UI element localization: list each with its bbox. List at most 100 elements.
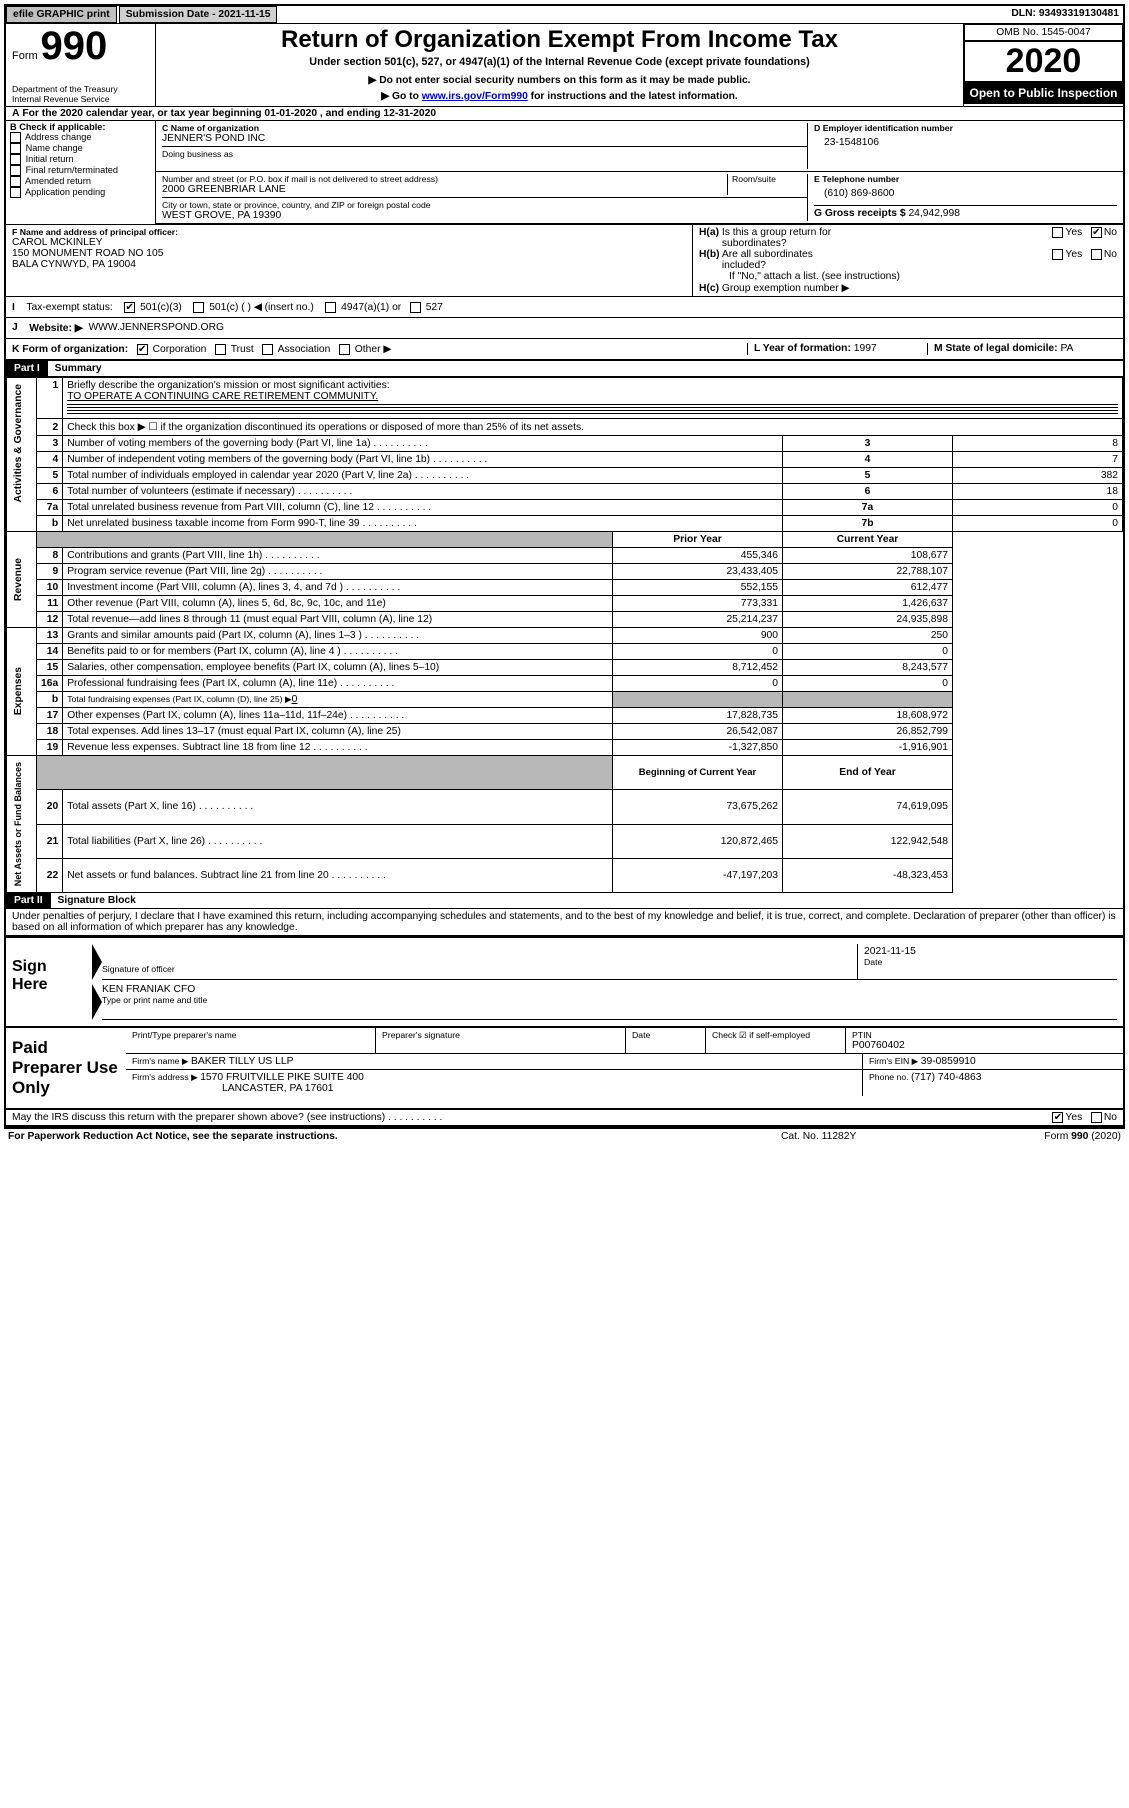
dept1: Department of the Treasury bbox=[12, 84, 149, 94]
discuss-yes[interactable]: ✔ bbox=[1052, 1112, 1063, 1123]
form-container: efile GRAPHIC print Submission Date - 20… bbox=[4, 4, 1125, 1129]
chk-corp[interactable]: ✔ bbox=[137, 344, 148, 355]
header-note2: ▶ Go to www.irs.gov/Form990 for instruct… bbox=[162, 90, 957, 102]
city: WEST GROVE, PA 19390 bbox=[162, 210, 807, 221]
footer-left: For Paperwork Reduction Act Notice, see … bbox=[8, 1131, 781, 1142]
footer: For Paperwork Reduction Act Notice, see … bbox=[4, 1129, 1125, 1144]
side-rev: Revenue bbox=[11, 554, 26, 605]
sign-date: 2021-11-15 bbox=[864, 946, 1111, 957]
name-label: Type or print name and title bbox=[102, 995, 1117, 1005]
chk-final[interactable] bbox=[10, 165, 21, 176]
officer-addr2: BALA CYNWYD, PA 19004 bbox=[12, 259, 686, 270]
hb-no[interactable] bbox=[1091, 249, 1102, 260]
chk-4947[interactable] bbox=[325, 302, 336, 313]
firm-addr2: LANCASTER, PA 17601 bbox=[222, 1083, 333, 1094]
part1-header: Part I Summary bbox=[6, 361, 1123, 377]
date-label: Date bbox=[864, 957, 1111, 967]
website: WWW.JENNERSPOND.ORG bbox=[88, 322, 224, 334]
officer-sig-name: KEN FRANIAK CFO bbox=[102, 984, 1117, 995]
discuss-no[interactable] bbox=[1091, 1112, 1102, 1123]
part2-header: Part II Signature Block bbox=[6, 893, 1123, 909]
row-a: A For the 2020 calendar year, or tax yea… bbox=[6, 107, 1123, 121]
open-inspection: Open to Public Inspection bbox=[964, 82, 1123, 104]
preparer-label: Paid Preparer Use Only bbox=[6, 1028, 126, 1108]
header: Form 990 Department of the Treasury Inte… bbox=[6, 24, 1123, 107]
form-number: 990 bbox=[41, 24, 108, 68]
dba-label: Doing business as bbox=[162, 149, 807, 159]
ein: 23-1548106 bbox=[824, 137, 1117, 148]
officer-name: CAROL MCKINLEY bbox=[12, 237, 686, 248]
q2: Check this box ▶ ☐ if the organization d… bbox=[63, 419, 1123, 436]
sign-caret-icon2 bbox=[92, 984, 102, 1020]
form-prefix: Form bbox=[12, 50, 38, 62]
discuss-row: May the IRS discuss this return with the… bbox=[6, 1110, 1123, 1127]
officer-addr1: 150 MONUMENT ROAD NO 105 bbox=[12, 248, 686, 259]
footer-right: Form 990 (2020) bbox=[981, 1131, 1121, 1142]
firm-ein: 39-0859910 bbox=[921, 1056, 976, 1067]
ha-label: H(a) Is this a group return for subordin… bbox=[699, 227, 1007, 249]
summary-table: Activities & Governance 1 Briefly descri… bbox=[6, 377, 1123, 893]
domicile: PA bbox=[1060, 343, 1073, 354]
dln: DLN: 93493319130481 bbox=[1007, 6, 1123, 23]
chk-namechg[interactable] bbox=[10, 143, 21, 154]
sign-block: Sign Here Signature of officer 2021-11-1… bbox=[6, 936, 1123, 1028]
header-subtitle: Under section 501(c), 527, or 4947(a)(1)… bbox=[162, 56, 957, 68]
chk-501c[interactable] bbox=[193, 302, 204, 313]
street-label: Number and street (or P.O. box if mail i… bbox=[162, 174, 727, 184]
phone: (610) 869-8600 bbox=[824, 188, 1117, 199]
room-label: Room/suite bbox=[732, 174, 807, 184]
side-ag: Activities & Governance bbox=[11, 380, 26, 506]
omb: OMB No. 1545-0047 bbox=[964, 24, 1123, 41]
street: 2000 GREENBRIAR LANE bbox=[162, 184, 727, 195]
chk-pending[interactable] bbox=[10, 187, 21, 198]
header-title: Return of Organization Exempt From Incom… bbox=[162, 26, 957, 54]
ptin: P00760402 bbox=[852, 1040, 1117, 1051]
hc-label: H(c) Group exemption number ▶ bbox=[699, 282, 1117, 294]
efile-button[interactable]: efile GRAPHIC print bbox=[6, 6, 117, 23]
v7a: 0 bbox=[953, 500, 1123, 516]
hb-label: H(b) Are all subordinates included? bbox=[699, 249, 1007, 271]
v7b: 0 bbox=[953, 516, 1123, 532]
c-name-label: C Name of organization bbox=[162, 123, 807, 133]
year-formation: 1997 bbox=[854, 343, 877, 354]
block-fh: F Name and address of principal officer:… bbox=[6, 225, 1123, 296]
footer-mid: Cat. No. 11282Y bbox=[781, 1131, 981, 1142]
sig-label: Signature of officer bbox=[102, 964, 857, 974]
chk-amended[interactable] bbox=[10, 176, 21, 187]
hb-yes[interactable] bbox=[1052, 249, 1063, 260]
top-bar: efile GRAPHIC print Submission Date - 20… bbox=[6, 6, 1123, 24]
chk-trust[interactable] bbox=[215, 344, 226, 355]
submission-label: Submission Date - bbox=[126, 9, 219, 20]
sign-here-label: Sign Here bbox=[6, 938, 86, 1026]
chk-527[interactable] bbox=[410, 302, 421, 313]
chk-addr[interactable] bbox=[10, 132, 21, 143]
ha-yes[interactable] bbox=[1052, 227, 1063, 238]
firm-phone: (717) 740-4863 bbox=[911, 1072, 981, 1083]
submission-date: 2021-11-15 bbox=[218, 9, 270, 20]
dept2: Internal Revenue Service bbox=[12, 94, 149, 104]
city-label: City or town, state or province, country… bbox=[162, 200, 807, 210]
perjury-statement: Under penalties of perjury, I declare th… bbox=[6, 909, 1123, 936]
row-j: J Website: ▶ WWW.JENNERSPOND.ORG bbox=[6, 318, 1123, 339]
chk-initial[interactable] bbox=[10, 154, 21, 165]
v3: 8 bbox=[953, 436, 1123, 452]
tax-year: 2020 bbox=[964, 41, 1123, 82]
preparer-block: Paid Preparer Use Only Print/Type prepar… bbox=[6, 1028, 1123, 1110]
q1a-answer: TO OPERATE A CONTINUING CARE RETIREMENT … bbox=[67, 391, 378, 402]
sign-caret-icon bbox=[92, 944, 102, 980]
chk-other[interactable] bbox=[339, 344, 350, 355]
v4: 7 bbox=[953, 452, 1123, 468]
f-label: F Name and address of principal officer: bbox=[12, 227, 686, 237]
side-nab: Net Assets or Fund Balances bbox=[11, 758, 25, 890]
submission-button[interactable]: Submission Date - 2021-11-15 bbox=[119, 6, 278, 23]
ha-no[interactable]: ✔ bbox=[1091, 227, 1102, 238]
chk-501c3[interactable]: ✔ bbox=[124, 302, 135, 313]
irs-link[interactable]: www.irs.gov/Form990 bbox=[422, 91, 528, 102]
firm-name: BAKER TILLY US LLP bbox=[191, 1056, 293, 1067]
row-i: I Tax-exempt status: ✔ 501(c)(3) 501(c) … bbox=[6, 296, 1123, 318]
header-note1: ▶ Do not enter social security numbers o… bbox=[162, 74, 957, 86]
chk-assoc[interactable] bbox=[262, 344, 273, 355]
hb-note: If "No," attach a list. (see instruction… bbox=[699, 271, 1117, 282]
q1: Briefly describe the organization's miss… bbox=[67, 380, 389, 391]
v6: 18 bbox=[953, 484, 1123, 500]
